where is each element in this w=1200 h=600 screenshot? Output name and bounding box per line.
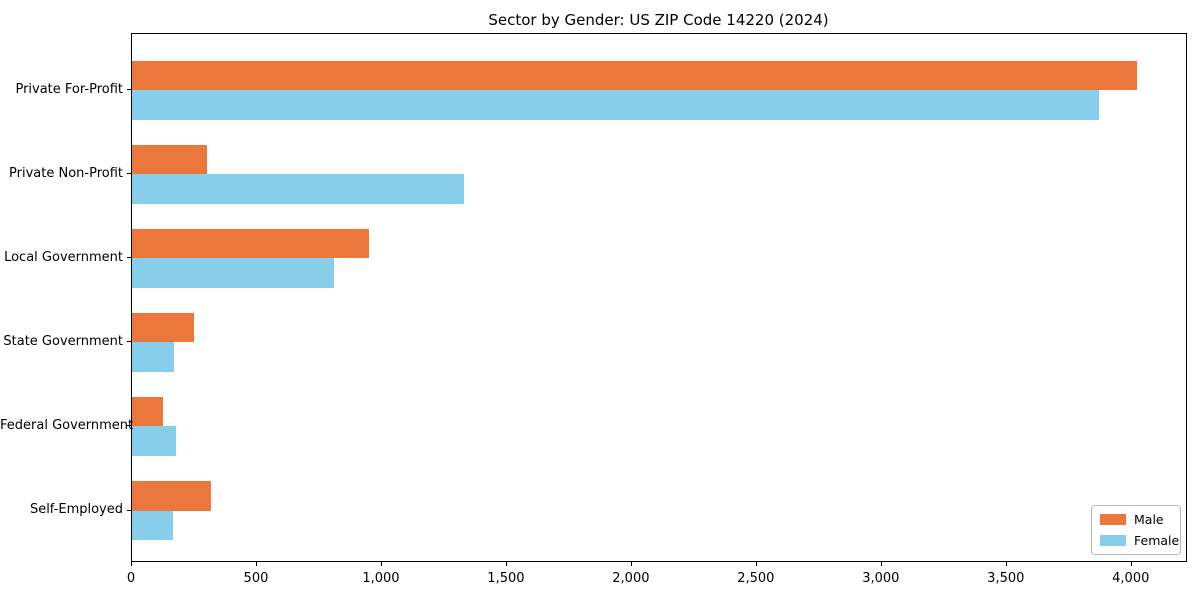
legend-swatch-male	[1100, 514, 1126, 525]
y-tick-mark	[127, 341, 131, 343]
y-tick-mark	[127, 425, 131, 427]
y-tick-label: Local Government	[4, 249, 123, 265]
legend-entry-female: Female	[1100, 533, 1179, 548]
plot-area: Male Female	[131, 33, 1187, 562]
x-tick-mark	[1130, 562, 1132, 566]
x-tick-label: 1,000	[362, 571, 400, 586]
bar-female-0	[132, 90, 1100, 120]
bar-male-2	[132, 228, 370, 259]
x-tick-mark	[131, 562, 132, 566]
legend-swatch-female	[1100, 535, 1126, 546]
bar-male-1	[132, 144, 207, 175]
bar-male-5	[132, 481, 211, 511]
x-tick-mark	[1005, 562, 1007, 566]
bar-female-4	[132, 426, 176, 456]
chart-title: Sector by Gender: US ZIP Code 14220 (202…	[488, 11, 829, 29]
x-tick-mark	[880, 562, 882, 566]
legend-label-female: Female	[1134, 533, 1180, 548]
bar-female-5	[132, 510, 174, 540]
bar-male-3	[132, 312, 195, 343]
x-tick-mark	[255, 562, 257, 566]
y-tick-mark	[127, 509, 131, 511]
legend-label-male: Male	[1134, 512, 1164, 527]
y-tick-mark	[127, 173, 131, 175]
bar-male-0	[132, 60, 1137, 90]
legend-entry-male: Male	[1100, 512, 1172, 527]
y-tick-label: State Government	[3, 333, 123, 349]
x-tick-mark	[505, 562, 507, 566]
y-tick-label: Self-Employed	[29, 502, 123, 517]
x-tick-mark	[380, 562, 382, 566]
x-tick-label: 2,500	[737, 571, 775, 586]
y-tick-mark	[127, 257, 131, 259]
x-tick-label: 500	[243, 571, 269, 586]
x-tick-label: 3,000	[862, 571, 900, 586]
x-tick-label: 4,000	[1112, 571, 1150, 586]
y-tick-label: Federal Government	[0, 417, 134, 433]
x-tick-label: 0	[126, 571, 136, 586]
legend: Male Female	[1091, 505, 1181, 555]
bar-male-4	[132, 396, 164, 427]
x-tick-mark	[755, 562, 757, 566]
y-tick-label: Private For-Profit	[15, 81, 123, 97]
x-tick-label: 3,500	[987, 571, 1025, 586]
bar-female-2	[132, 258, 335, 288]
x-tick-label: 1,500	[487, 571, 525, 586]
y-tick-label: Private Non-Profit	[9, 165, 123, 181]
x-tick-mark	[630, 562, 632, 566]
bar-female-1	[132, 174, 465, 204]
x-tick-label: 2,000	[612, 571, 650, 586]
y-tick-mark	[127, 89, 131, 90]
bar-female-3	[132, 342, 175, 372]
